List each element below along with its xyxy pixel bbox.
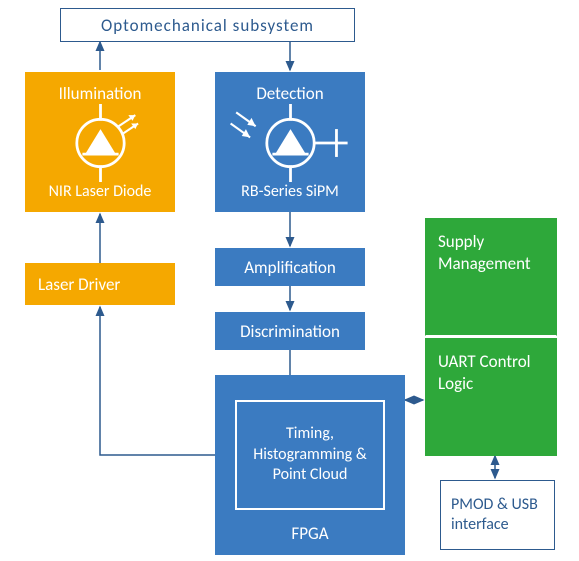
disc-label: Discrimination	[240, 321, 340, 342]
node-fpga-inner: Timing, Histogramming & Point Cloud	[235, 400, 385, 510]
illum-top: Illumination	[59, 83, 142, 104]
pmod-label: PMOD & USB interface	[451, 495, 544, 535]
node-illumination: Illumination NIR Laser Diode	[25, 72, 175, 212]
uart-label: UART Control Logic	[438, 351, 544, 395]
node-amplification: Amplification	[215, 248, 365, 286]
fpga-label: FPGA	[291, 523, 328, 544]
illum-bottom: NIR Laser Diode	[49, 182, 152, 201]
node-pmod: PMOD & USB interface	[440, 480, 555, 550]
node-discrimination: Discrimination	[215, 312, 365, 350]
supply-label: Supply Management	[438, 231, 544, 275]
fpga-inner-label: Timing, Histogramming & Point Cloud	[243, 424, 377, 486]
detect-bottom: RB-Series SiPM	[241, 182, 339, 201]
node-laser-driver: Laser Driver	[25, 263, 175, 305]
opto-label: Optomechanical subsystem	[101, 15, 314, 36]
amp-label: Amplification	[244, 257, 336, 278]
detect-top: Detection	[256, 83, 323, 104]
node-uart: UART Control Logic	[425, 338, 557, 456]
node-detection: Detection RB-Series SiPM	[215, 72, 365, 212]
node-optomechanical: Optomechanical subsystem	[60, 8, 355, 42]
laser-driver-label: Laser Driver	[38, 274, 120, 295]
node-supply: Supply Management	[425, 218, 557, 336]
